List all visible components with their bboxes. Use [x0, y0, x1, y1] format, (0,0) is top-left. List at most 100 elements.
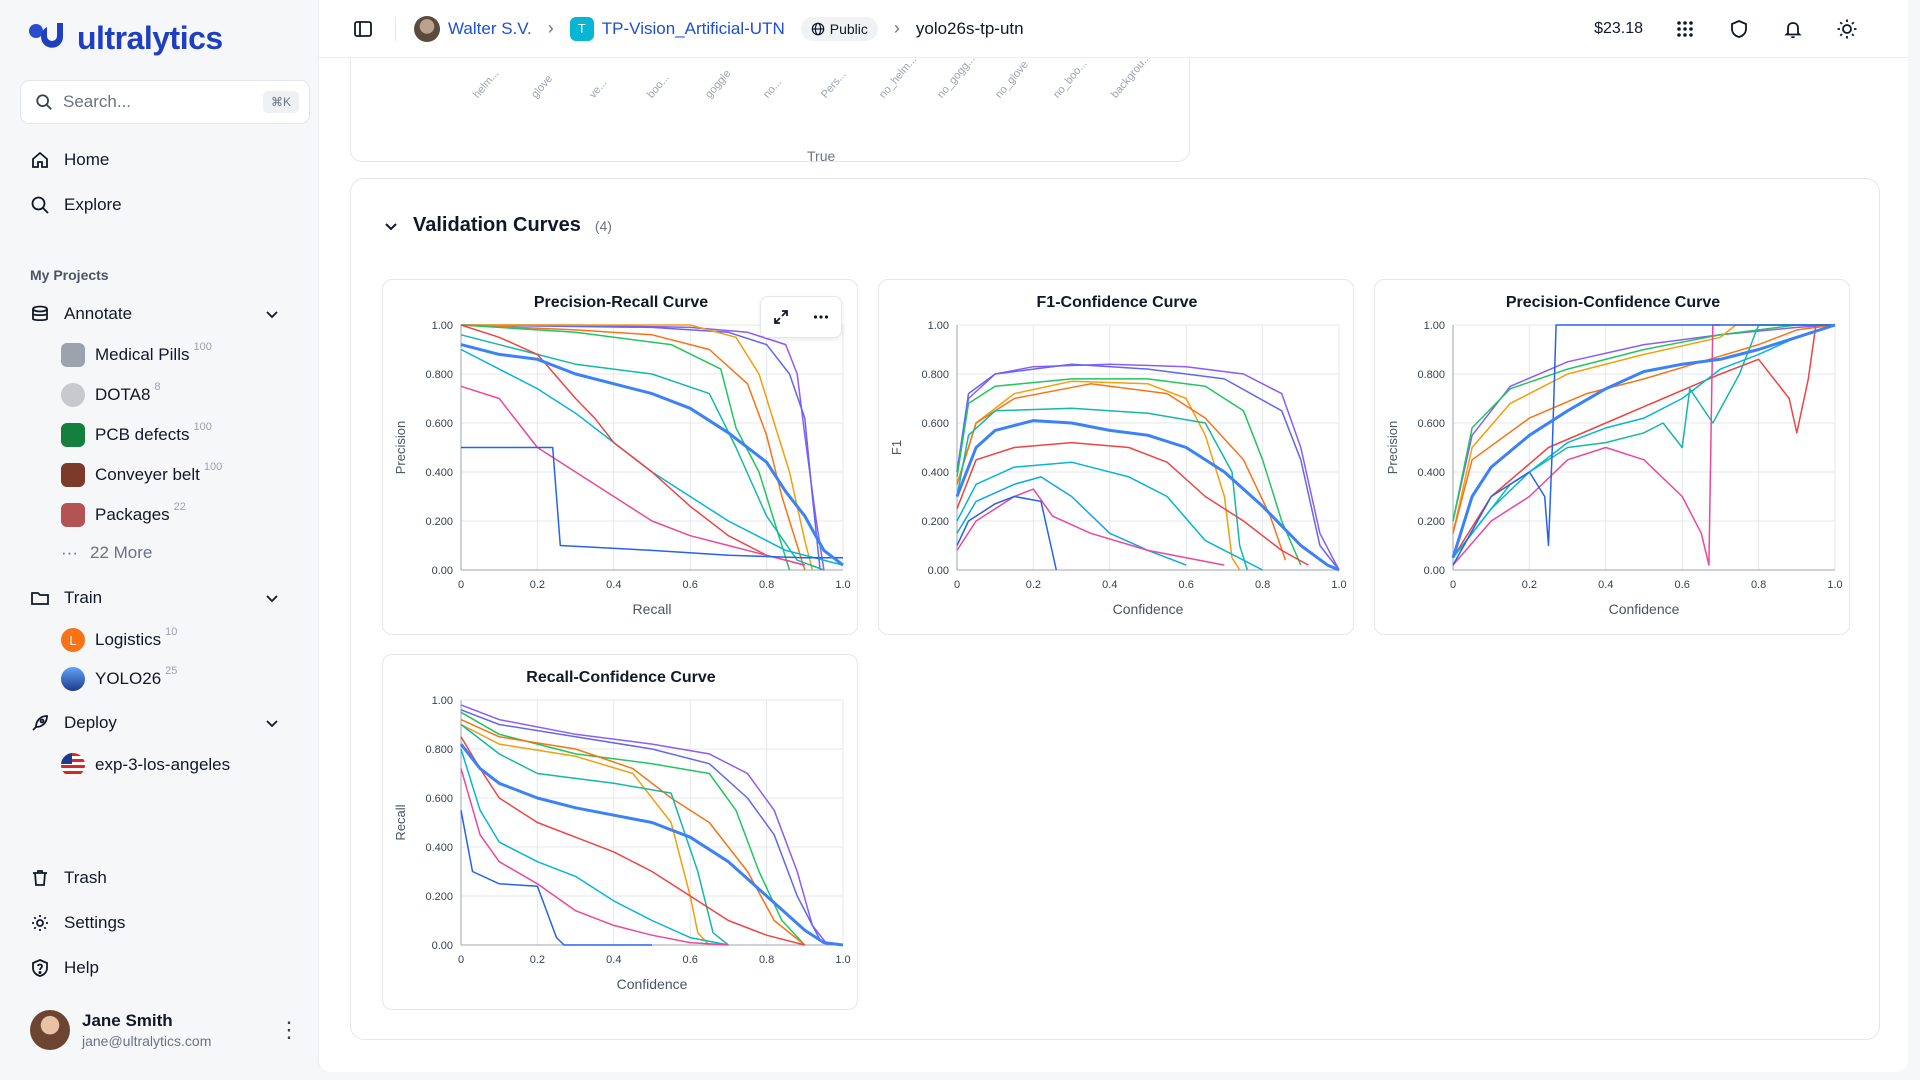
brand-logo[interactable]: ultralytics	[27, 19, 223, 57]
project-count: 100	[193, 341, 212, 353]
more-vertical-icon[interactable]: ⋮	[278, 1017, 300, 1042]
x-axis-label: Recall	[633, 601, 672, 617]
project-item[interactable]: Conveyer belt 100	[61, 461, 223, 487]
y-axis-label: F1	[889, 440, 904, 455]
credit-balance[interactable]: $23.18	[1594, 20, 1643, 37]
series-line	[956, 495, 1058, 571]
more-horizontal-icon[interactable]	[812, 308, 830, 326]
x-tick-label: 1.0	[835, 579, 850, 591]
project-name: PCB defects	[95, 425, 190, 444]
y-tick-label: 0.400	[425, 842, 453, 854]
y-tick-label: 0.600	[1417, 418, 1445, 430]
project-count: 8	[154, 381, 161, 393]
project-thumbnail	[61, 463, 85, 487]
nav-help[interactable]: Help	[30, 958, 99, 978]
breadcrumb-owner[interactable]: Walter S.V.	[414, 15, 532, 42]
nav-home[interactable]: Home	[30, 150, 109, 170]
chart-title: F1-Confidence Curve	[1037, 294, 1198, 311]
project-item[interactable]: Packages 22	[61, 501, 186, 527]
confusion-x-tick: no_helm...	[877, 53, 920, 101]
brand-name: ultralytics	[77, 19, 223, 56]
y-tick-label: 0.400	[1417, 467, 1445, 479]
y-tick-label: 0.400	[921, 467, 949, 479]
main-content: Walter S.V. › T TP-Vision_Artificial-UTN…	[318, 0, 1908, 1072]
y-tick-label: 0.800	[921, 369, 949, 381]
chart-card-f1-confidence[interactable]: F1-Confidence Curve 0.00 0.200 0.400 0.600 0.…	[878, 279, 1354, 635]
chart-card-recall-confidence[interactable]: Recall-Confidence Curve 0.00 0.200 0.400 0.6…	[382, 654, 858, 1010]
section-header[interactable]: Validation Curves (4)	[383, 214, 612, 237]
x-tick-label: 0.6	[1675, 579, 1690, 591]
project-item[interactable]: YOLO26 25	[61, 665, 177, 691]
apps-grid-icon[interactable]	[1673, 17, 1697, 41]
search-input[interactable]: Search...	[63, 92, 132, 111]
group-train[interactable]: Train	[30, 588, 280, 608]
series-line	[956, 441, 1309, 566]
y-tick-label: 1.00	[928, 320, 949, 332]
project-item[interactable]: Medical Pills 100	[61, 341, 212, 367]
project-name: Logistics	[95, 630, 162, 649]
x-tick-label: 0	[458, 954, 464, 966]
chart-card-precision-confidence[interactable]: Precision-Confidence Curve 0.00 0.200 0.400…	[1374, 279, 1850, 635]
expand-icon[interactable]	[772, 308, 790, 326]
confusion-x-tick: no...	[761, 76, 784, 101]
my-projects-label: My Projects	[30, 267, 109, 283]
shield-icon[interactable]	[1727, 17, 1751, 41]
series-line	[460, 348, 844, 566]
x-tick-label: 1.0	[1331, 579, 1346, 591]
search-icon	[31, 196, 49, 214]
project-name: Medical Pills	[95, 345, 190, 364]
series-line	[956, 380, 1241, 571]
section-count: (4)	[594, 217, 612, 234]
series-line	[460, 736, 805, 946]
confusion-x-tick: helm...	[471, 67, 502, 101]
series-line	[460, 723, 729, 946]
project-badge: T	[569, 16, 594, 41]
bell-icon[interactable]	[1781, 17, 1805, 41]
chevron-down-icon[interactable]	[383, 218, 399, 234]
breadcrumb-project[interactable]: T TP-Vision_Artificial-UTN Public	[569, 16, 878, 41]
chevron-down-icon[interactable]	[264, 306, 280, 322]
sun-icon[interactable]	[1835, 17, 1859, 41]
nav-settings[interactable]: Settings	[30, 913, 125, 933]
x-tick-label: 0.8	[759, 954, 774, 966]
group-annotate[interactable]: Annotate	[30, 304, 280, 324]
user-profile[interactable]: Jane Smith jane@ultralytics.com ⋮	[30, 1010, 300, 1050]
chevron-down-icon[interactable]	[264, 715, 280, 731]
project-item[interactable]: PCB defects 100	[61, 421, 212, 447]
series-line	[956, 363, 1340, 571]
deployment-name: exp-3-los-angeles	[95, 755, 231, 774]
project-count: 100	[193, 421, 212, 433]
series-line	[1452, 324, 1835, 559]
series-line	[1452, 324, 1835, 566]
y-axis-label: Precision	[1385, 421, 1400, 474]
confusion-x-tick: no_glove	[993, 58, 1031, 101]
sidebar-toggle-icon[interactable]	[353, 19, 373, 39]
nav-trash[interactable]: Trash	[30, 868, 107, 888]
home-icon	[32, 151, 48, 168]
series-line	[461, 324, 814, 571]
search-shortcut: ⌘K	[262, 91, 299, 113]
series-line	[460, 324, 805, 566]
chart-title: Recall-Confidence Curve	[526, 669, 715, 686]
project-count: 100	[203, 461, 223, 473]
project-item[interactable]: L Logistics 10	[61, 626, 177, 652]
series-line	[1452, 324, 1836, 534]
series-line	[956, 363, 1340, 571]
breadcrumb-model[interactable]: yolo26s-tp-utn	[915, 18, 1024, 38]
group-annotate-label: Annotate	[64, 304, 133, 323]
deployment-item[interactable]: exp-3-los-angeles	[61, 753, 230, 777]
confusion-x-tick: no_gogg...	[935, 53, 978, 101]
user-name: Jane Smith	[82, 1011, 173, 1030]
top-bar: Walter S.V. › T TP-Vision_Artificial-UTN…	[319, 0, 1908, 58]
group-deploy[interactable]: Deploy	[30, 713, 280, 733]
chart-card-precision-recall[interactable]: Precision-Recall Curve 0.00 0.200 0.400 0.60…	[382, 279, 858, 635]
project-item[interactable]: DOTA8 8	[61, 381, 161, 407]
chevron-down-icon[interactable]	[264, 590, 280, 606]
search-box[interactable]: Search... ⌘K	[20, 80, 310, 124]
more-projects[interactable]: ··· 22 More	[61, 543, 152, 563]
nav-explore[interactable]: Explore	[30, 195, 122, 215]
series-line	[460, 718, 806, 946]
x-tick-label: 1.0	[835, 954, 850, 966]
user-email: jane@ultralytics.com	[82, 1033, 212, 1049]
series-line	[460, 723, 710, 946]
